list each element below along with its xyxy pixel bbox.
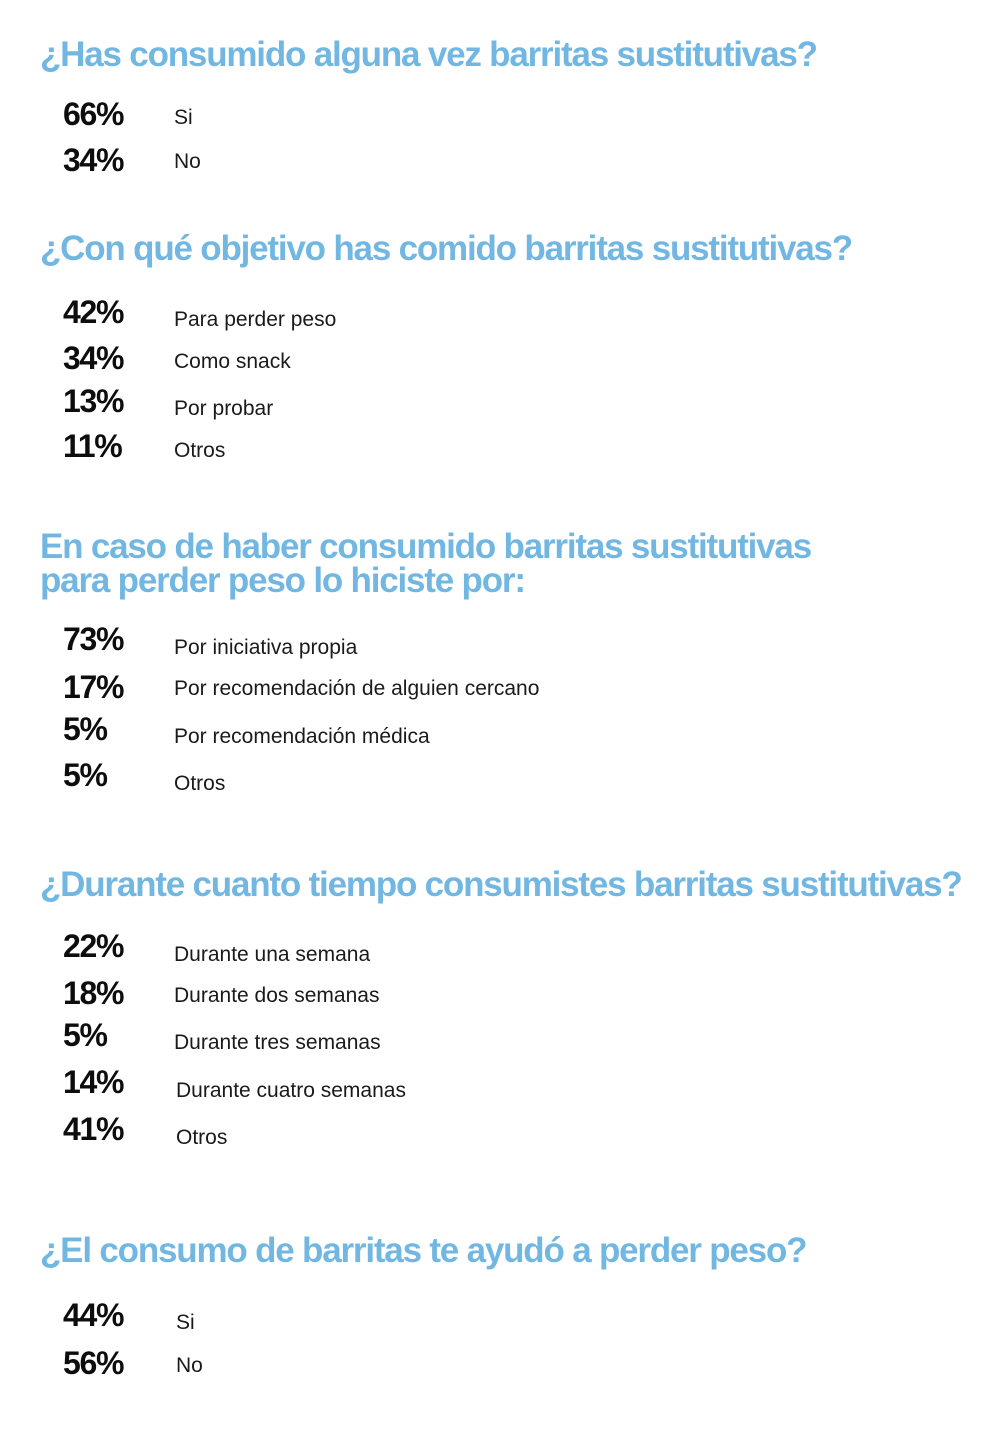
answer-percent: 42% [63,294,124,330]
question-heading: ¿Durante cuanto tiempo consumistes barri… [40,865,963,904]
answer-percent: 17% [63,669,124,705]
answer-percent: 11% [63,428,123,464]
answer-row: 18% Durante dos semanas [0,975,1000,1019]
answer-percent: 34% [63,142,124,178]
answer-row: 14% Durante cuatro semanas [0,1064,1000,1108]
answer-row: 17% Por recomendación de alguien cercano [0,669,1000,713]
answer-label: Por iniciativa propia [174,636,358,659]
answer-percent: 73% [63,621,124,657]
answer-row: 56% No [0,1345,1000,1389]
answer-percent: 5% [63,711,108,747]
answer-row: 11% Otros [0,428,1000,472]
answer-label: Por recomendación de alguien cercano [174,677,540,700]
answer-row: 13% Por probar [0,383,1000,427]
answer-row: 34% No [0,142,1000,186]
answer-percent: 13% [63,383,124,419]
answer-label: Para perder peso [174,308,337,331]
answer-row: 5% Durante tres semanas [0,1017,1000,1061]
answer-label: Como snack [174,350,291,373]
answer-percent: 5% [63,757,108,793]
answer-label: Otros [174,772,226,795]
question-heading: ¿El consumo de barritas te ayudó a perde… [40,1231,808,1270]
question-heading: ¿Con qué objetivo has comido barritas su… [40,229,853,268]
answer-label: Durante una semana [174,943,371,966]
answer-percent: 14% [63,1064,124,1100]
answer-row: 73% Por iniciativa propia [0,621,1000,665]
answer-label: Otros [176,1126,228,1149]
answer-row: 5% Por recomendación médica [0,711,1000,755]
answer-percent: 56% [63,1345,124,1381]
answer-row: 22% Durante una semana [0,928,1000,972]
answer-percent: 66% [63,96,124,132]
question-heading: ¿Has consumido alguna vez barritas susti… [40,35,818,74]
answer-label: No [176,1354,203,1377]
answer-row: 5% Otros [0,757,1000,801]
answer-percent: 41% [63,1111,124,1147]
answer-percent: 22% [63,928,124,964]
answer-label: Otros [174,439,226,462]
question-heading: En caso de haber consumido barritas sust… [40,527,812,600]
answer-label: Por probar [174,397,274,420]
answer-label: Si [174,106,193,129]
answer-row: 66% Si [0,96,1000,140]
answer-percent: 5% [63,1017,108,1053]
answer-percent: 34% [63,340,124,376]
answer-row: 42% Para perder peso [0,294,1000,338]
answer-row: 41% Otros [0,1111,1000,1155]
answer-label: Durante cuatro semanas [176,1079,406,1102]
answer-percent: 44% [63,1297,124,1333]
answer-label: Durante dos semanas [174,984,380,1007]
answer-label: No [174,150,201,173]
answer-label: Durante tres semanas [174,1031,381,1054]
answer-row: 34% Como snack [0,340,1000,384]
answer-label: Por recomendación médica [174,725,430,748]
answer-row: 44% Si [0,1297,1000,1341]
answer-percent: 18% [63,975,124,1011]
answer-label: Si [176,1311,195,1334]
